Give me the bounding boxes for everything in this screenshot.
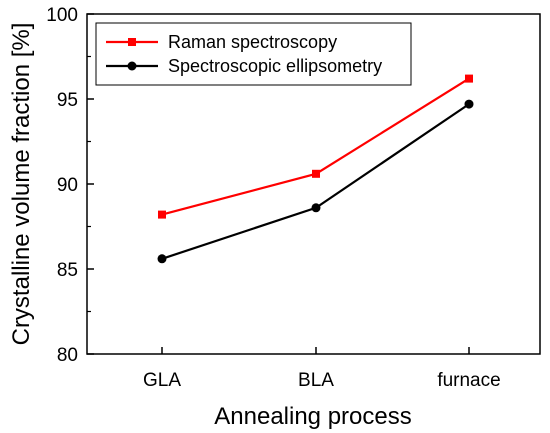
y-tick-label: 80 bbox=[57, 345, 78, 366]
legend-marker bbox=[127, 61, 137, 71]
legend: Raman spectroscopy Spectroscopic ellipsom… bbox=[95, 22, 412, 86]
y-axis-title: Crystalline volume fraction [%] bbox=[8, 23, 35, 346]
legend-entry: Raman spectroscopy bbox=[106, 32, 337, 52]
y-tick-label: 90 bbox=[57, 175, 78, 196]
data-point bbox=[464, 99, 474, 109]
series-2 bbox=[157, 99, 474, 264]
data-point bbox=[312, 169, 320, 178]
legend-box bbox=[95, 22, 412, 86]
legend-label: Raman spectroscopy bbox=[168, 32, 337, 52]
y-tick-label: 85 bbox=[57, 260, 78, 281]
legend-marker bbox=[128, 38, 136, 46]
data-point bbox=[465, 74, 473, 83]
series-1 bbox=[158, 74, 473, 219]
x-tick-label: BLA bbox=[298, 370, 334, 391]
x-axis-title: Annealing process bbox=[214, 403, 411, 430]
series-layer bbox=[157, 74, 474, 264]
legend-label: Spectroscopic ellipsometry bbox=[168, 56, 382, 76]
legend-entry: Spectroscopic ellipsometry bbox=[106, 56, 382, 76]
data-point bbox=[157, 254, 167, 264]
x-tick-label: furnace bbox=[437, 370, 500, 391]
y-axis: 80 85 90 95 100 bbox=[46, 5, 94, 366]
x-axis: GLA BLA furnace bbox=[143, 347, 501, 391]
data-point bbox=[158, 210, 166, 219]
y-tick-label: 100 bbox=[46, 5, 78, 26]
series-line bbox=[161, 103, 470, 260]
y-tick-label: 95 bbox=[57, 90, 78, 111]
series-line bbox=[161, 77, 470, 216]
x-tick-label: GLA bbox=[143, 370, 181, 391]
data-point bbox=[311, 203, 321, 213]
